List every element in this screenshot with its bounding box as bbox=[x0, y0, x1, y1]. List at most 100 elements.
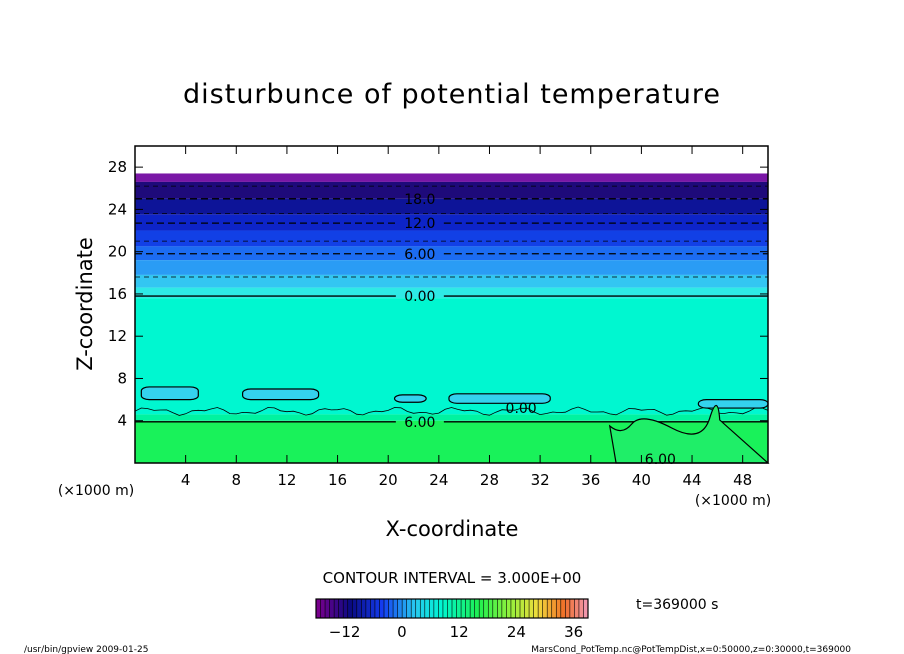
y-axis-ticks: 4 8 12 16 20 24 28 bbox=[108, 158, 768, 430]
y-tick-label-4: 20 bbox=[108, 243, 127, 261]
colorbar-cell-23 bbox=[420, 599, 426, 618]
field-layer-5 bbox=[135, 246, 768, 261]
colorbar-cell-12 bbox=[370, 599, 376, 618]
colorbar-cell-21 bbox=[411, 599, 417, 618]
colorbar-cell-31 bbox=[456, 599, 462, 618]
plot-frame bbox=[134, 145, 769, 464]
field-layer-8 bbox=[135, 287, 768, 299]
contour-wave bbox=[134, 406, 769, 416]
x-axis-ticks: 4 8 12 16 20 24 28 32 36 40 44 48 bbox=[181, 146, 752, 489]
colorbar-cell-7 bbox=[347, 599, 353, 618]
field-layer-1 bbox=[135, 181, 768, 199]
colorbar-cell-19 bbox=[402, 599, 407, 618]
colorbar-cell-22 bbox=[415, 599, 421, 618]
colorbar-cell-5 bbox=[338, 599, 344, 618]
chart-title: disturbunce of potential temperature bbox=[183, 79, 721, 110]
footer-left: /usr/bin/gpview 2009-01-25 bbox=[24, 645, 148, 654]
colorbar-cell-13 bbox=[374, 599, 380, 618]
contour-cell-0 bbox=[140, 386, 199, 401]
x-tick-label-2: 12 bbox=[277, 471, 296, 489]
colorbar-frame bbox=[315, 598, 589, 619]
y-tick-label-6: 28 bbox=[108, 158, 127, 176]
colorbar-tick-labels: −12 0 12 24 36 bbox=[329, 623, 583, 641]
x-tick-label-1: 8 bbox=[232, 471, 242, 489]
colorbar-cell-52 bbox=[551, 599, 557, 618]
colorbar-cell-58 bbox=[578, 599, 584, 618]
colorbar-cell-37 bbox=[483, 599, 489, 618]
colorbar-cell-8 bbox=[352, 599, 358, 618]
colorbar-cell-29 bbox=[447, 599, 453, 618]
colorbar-cell-3 bbox=[329, 599, 335, 618]
colorbar-cell-0 bbox=[316, 599, 321, 618]
colorbar-cell-48 bbox=[533, 599, 539, 618]
contour-label-3: 12.0 bbox=[404, 216, 435, 232]
colorbar-cell-17 bbox=[393, 599, 398, 618]
colorbar-cell-27 bbox=[438, 599, 444, 618]
contour-interval-text: CONTOUR INTERVAL = 3.000E+00 bbox=[323, 569, 582, 587]
colorbar-cell-54 bbox=[560, 599, 566, 618]
colorbar-cell-43 bbox=[510, 599, 516, 618]
colorbar-cell-15 bbox=[384, 599, 389, 618]
y-tick-label-5: 24 bbox=[108, 200, 127, 218]
contour-lines: 18.0 12.0 6.00 0.00 6.00 bbox=[135, 185, 768, 431]
field-layer-6 bbox=[135, 260, 768, 275]
time-label: t=369000 s bbox=[636, 597, 718, 613]
inline-contour-label-0: 0.00 bbox=[506, 401, 537, 417]
footer-right: MarsCond_PotTemp.nc@PotTempDist,x=0:5000… bbox=[531, 645, 851, 654]
contour-cell-1 bbox=[242, 388, 320, 401]
contour-region-6 bbox=[608, 404, 770, 464]
colorbar-tick-2: 12 bbox=[450, 623, 469, 641]
colorbar-cell-50 bbox=[542, 599, 548, 618]
colorbar-cell-55 bbox=[565, 599, 571, 618]
contour-label-8: 6.00 bbox=[404, 415, 435, 431]
colorbar-cell-18 bbox=[397, 599, 403, 618]
field-layer-4 bbox=[135, 230, 768, 247]
field-layer-0 bbox=[135, 173, 768, 182]
colorbar-cell-59 bbox=[583, 599, 589, 618]
x-tick-label-4: 20 bbox=[379, 471, 398, 489]
colorbar-cell-41 bbox=[501, 599, 507, 618]
colorbar-cell-26 bbox=[433, 599, 439, 618]
colorbar-cell-4 bbox=[334, 599, 339, 618]
colorbar-tick-3: 24 bbox=[507, 623, 526, 641]
colorbar-tick-4: 36 bbox=[564, 623, 583, 641]
colorbar-cell-47 bbox=[529, 599, 534, 618]
x-tick-label-11: 48 bbox=[733, 471, 752, 489]
colorbar-cell-44 bbox=[515, 599, 521, 618]
y-tick-label-0: 4 bbox=[117, 412, 127, 430]
x-tick-label-3: 16 bbox=[328, 471, 347, 489]
x-axis-label: X-coordinate bbox=[386, 517, 519, 541]
colorbar-cell-57 bbox=[574, 599, 580, 618]
colorbar-cell-24 bbox=[424, 599, 430, 618]
colorbar-cell-35 bbox=[474, 599, 480, 618]
x-tick-label-6: 28 bbox=[480, 471, 499, 489]
colorbar-cell-28 bbox=[442, 599, 448, 618]
y-axis-label: Z-coordinate bbox=[73, 237, 97, 371]
colorbar-cell-14 bbox=[379, 599, 385, 618]
field-layer-3 bbox=[135, 214, 768, 231]
colorbar bbox=[315, 598, 589, 619]
colorbar-cell-51 bbox=[547, 599, 553, 618]
colorbar-cell-1 bbox=[320, 599, 326, 618]
colorbar-cell-2 bbox=[325, 599, 330, 618]
y-tick-label-3: 16 bbox=[108, 285, 127, 303]
colorbar-cell-32 bbox=[461, 599, 466, 618]
contour-cell-2 bbox=[393, 394, 427, 403]
field-layer-10 bbox=[135, 414, 768, 421]
colorbar-cell-9 bbox=[356, 599, 362, 618]
x-tick-label-9: 40 bbox=[632, 471, 651, 489]
contour-label-7: 0.00 bbox=[404, 289, 435, 305]
colorbar-cell-39 bbox=[492, 599, 498, 618]
colorbar-cell-10 bbox=[361, 599, 367, 618]
contour-cell-3 bbox=[448, 393, 551, 404]
colorbar-cell-16 bbox=[388, 599, 394, 618]
colorbar-cell-56 bbox=[569, 599, 575, 618]
colorbar-cell-46 bbox=[524, 599, 530, 618]
x-tick-label-5: 24 bbox=[429, 471, 448, 489]
contour-cells: 0.00 6.00 bbox=[134, 386, 770, 468]
x-tick-label-7: 32 bbox=[531, 471, 550, 489]
heatmap-field bbox=[135, 173, 768, 463]
colorbar-cell-42 bbox=[506, 599, 512, 618]
x-unit-label-right: (×1000 m) bbox=[695, 493, 771, 509]
